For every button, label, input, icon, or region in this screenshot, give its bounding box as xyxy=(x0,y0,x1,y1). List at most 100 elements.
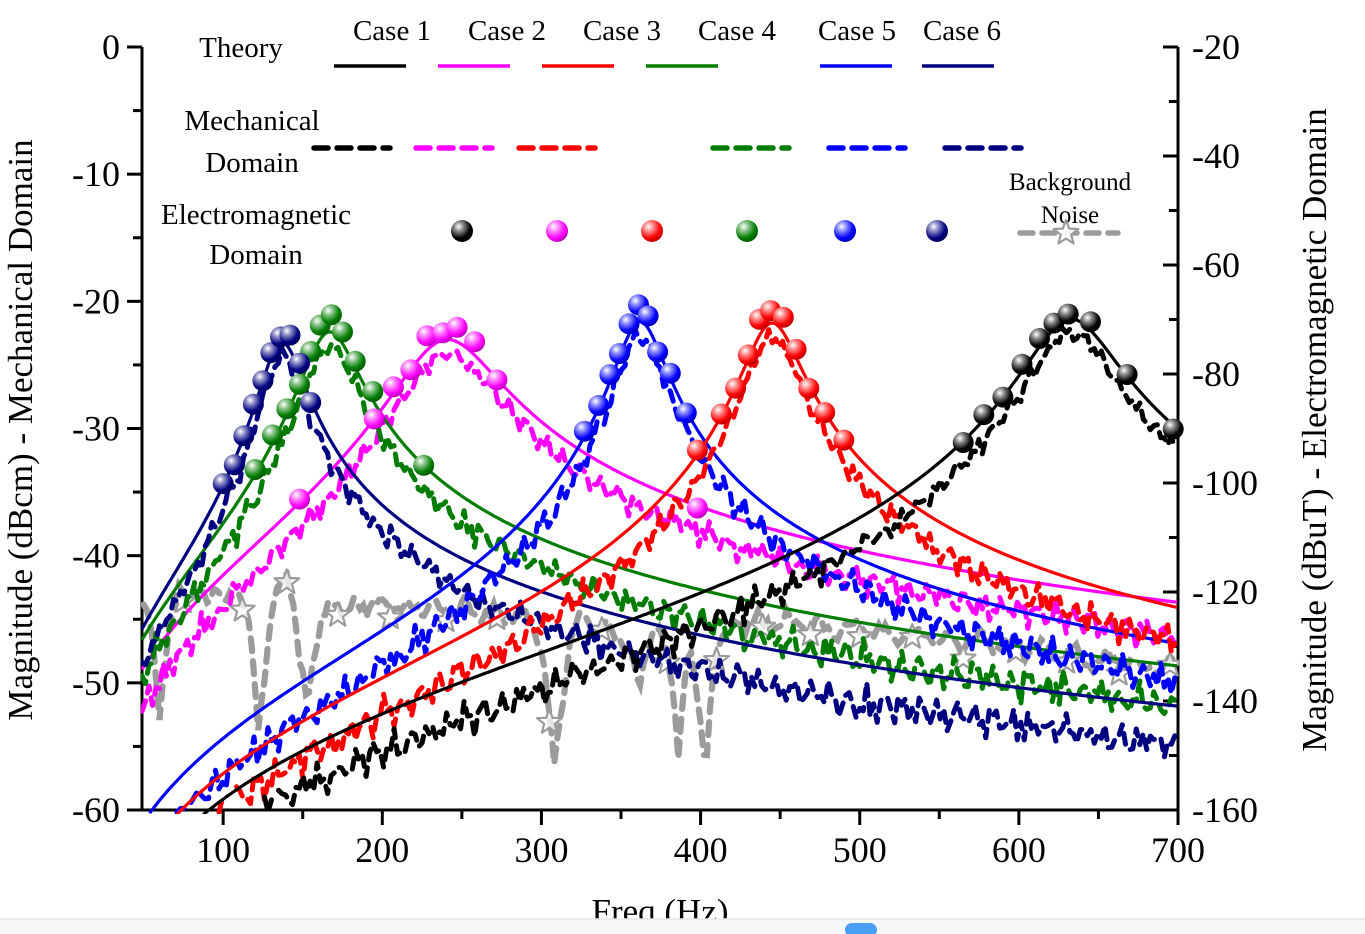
em-domain-marker xyxy=(320,304,342,326)
em-markers-case-6 xyxy=(212,324,322,495)
legend-theory-label: Theory xyxy=(199,32,283,64)
y-left-tick-label: 0 xyxy=(102,27,120,67)
legend-background-noise-label-line2: Noise xyxy=(1041,202,1099,229)
y-right-tick-label: -40 xyxy=(1192,136,1240,176)
em-markers-case-1 xyxy=(952,303,1184,453)
axes: 100 200 300 400 500 600 700 0 -10 -20 -30 -40 -50 -60… xyxy=(72,27,1258,870)
em-domain-marker xyxy=(637,305,659,327)
legend-background-noise-label-line1: Background xyxy=(1009,169,1132,196)
y-right-tick-label: -120 xyxy=(1192,572,1258,612)
em-domain-marker xyxy=(1029,328,1050,349)
x-tick-label: 400 xyxy=(674,830,728,870)
y-right-tick-label: -20 xyxy=(1192,27,1240,67)
noise-star-marker xyxy=(535,708,563,734)
theory-curve xyxy=(202,317,1179,814)
legend-em-swatch xyxy=(641,220,663,242)
bottom-bar xyxy=(0,918,1365,934)
legend-case-label: Case 5 xyxy=(818,15,896,47)
em-domain-marker xyxy=(279,324,301,346)
y-left-tick-label: -50 xyxy=(72,663,120,703)
y-axis-left-title: Magnitude (dBcm) - Mechanical Domain xyxy=(1,139,40,720)
em-domain-marker xyxy=(710,403,732,425)
legend-electromagnetic-label-line1: Electromagnetic xyxy=(161,199,351,231)
theory-curve xyxy=(148,320,1178,814)
em-domain-marker xyxy=(363,408,385,430)
em-domain-marker xyxy=(300,392,322,413)
y-right-tick-label: -60 xyxy=(1192,245,1240,285)
em-domain-marker xyxy=(262,424,283,446)
em-domain-marker xyxy=(608,343,630,364)
em-domain-marker xyxy=(737,344,759,366)
em-domain-marker xyxy=(464,331,486,353)
legend-em-swatch xyxy=(926,220,948,242)
em-markers-case-3 xyxy=(686,300,855,461)
em-markers-case-4 xyxy=(244,304,435,480)
noise-star-marker xyxy=(273,568,301,594)
x-tick-label: 600 xyxy=(992,830,1046,870)
em-domain-marker xyxy=(659,362,681,384)
legend-em-swatch xyxy=(736,220,758,242)
x-tick-label: 500 xyxy=(833,830,887,870)
em-domain-marker xyxy=(233,425,255,447)
em-markers-case-5 xyxy=(573,294,697,442)
legend-case-label: Case 3 xyxy=(583,15,661,47)
em-domain-marker xyxy=(1162,418,1184,440)
em-domain-marker xyxy=(675,402,697,424)
em-domain-marker xyxy=(289,488,310,510)
em-domain-marker xyxy=(344,350,366,372)
mechanical-domain-curve xyxy=(262,326,1178,814)
y-left-tick-label: -30 xyxy=(72,409,120,449)
theory-curve xyxy=(141,337,1178,671)
em-domain-marker xyxy=(242,393,264,415)
bottom-bar-pill-button[interactable] xyxy=(845,923,877,934)
em-domain-marker xyxy=(413,454,435,476)
em-domain-marker xyxy=(1057,303,1079,325)
em-domain-marker xyxy=(382,376,404,398)
em-domain-marker xyxy=(725,377,747,399)
noise-star-marker xyxy=(376,603,404,630)
legend-em-swatch xyxy=(834,220,856,242)
em-domain-marker xyxy=(992,386,1014,408)
noise-star-marker xyxy=(324,601,352,627)
em-domain-marker xyxy=(599,364,621,386)
legend-electromagnetic-label-line2: Domain xyxy=(209,239,303,271)
em-domain-marker xyxy=(276,398,298,420)
em-domain-marker xyxy=(212,473,234,495)
y-left-tick-label: -60 xyxy=(72,790,120,830)
em-domain-marker xyxy=(486,369,508,391)
x-tick-label: 100 xyxy=(196,830,250,870)
theory-curve xyxy=(175,321,1178,814)
em-domain-marker xyxy=(1080,311,1101,333)
em-domain-marker xyxy=(289,373,310,395)
legend-case-label: Case 4 xyxy=(698,15,777,47)
noise-star-marker xyxy=(846,622,874,648)
y-right-tick-label: -140 xyxy=(1192,681,1258,721)
case-curves-case-1 xyxy=(202,317,1179,814)
y-axis-right-title: Magnitude (dBuT) - Electromagnetic Domai… xyxy=(1295,108,1334,751)
y-right-tick-label: -160 xyxy=(1192,790,1258,830)
em-domain-marker xyxy=(798,377,820,399)
em-domain-marker xyxy=(814,402,836,423)
em-domain-marker xyxy=(973,404,995,426)
legend: Case 1 Case 2 Case 3 Case 4 Case 5 Case 6 xyxy=(311,15,1121,245)
em-domain-marker xyxy=(686,497,708,519)
x-tick-label: 700 xyxy=(1151,830,1205,870)
em-domain-marker xyxy=(588,394,610,416)
em-domain-marker xyxy=(833,429,855,451)
y-left-tick-label: -40 xyxy=(72,536,120,576)
em-domain-marker xyxy=(223,454,245,476)
legend-em-swatch xyxy=(451,220,473,242)
em-domain-marker xyxy=(244,459,266,480)
em-domain-marker xyxy=(573,420,595,442)
legend-mechanical-label-line2: Domain xyxy=(205,147,299,179)
em-domain-marker xyxy=(785,338,807,360)
em-domain-marker xyxy=(1116,364,1138,385)
legend-em-swatch xyxy=(546,220,568,242)
bottom-bar-strip xyxy=(0,919,1365,934)
y-left-tick-label: -20 xyxy=(72,281,120,321)
y-left-tick-label: -10 xyxy=(72,154,120,194)
legend-noise-star-icon xyxy=(1052,218,1080,245)
em-domain-marker xyxy=(260,342,282,364)
